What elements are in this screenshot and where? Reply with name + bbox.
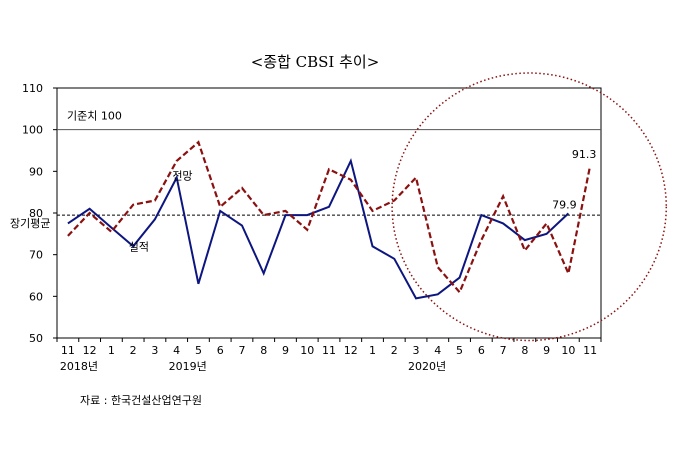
year-label: 2020년	[408, 360, 446, 373]
x-tick-label: 6	[217, 344, 224, 357]
y-tick-label: 90	[29, 165, 43, 178]
series-label-forecast: 전망	[172, 170, 192, 183]
x-tick-label: 10	[561, 344, 575, 357]
year-label: 2018년	[60, 360, 98, 373]
y-tick-label: 110	[22, 82, 43, 95]
x-tick-label: 11	[61, 344, 75, 357]
x-tick-label: 12	[344, 344, 358, 357]
x-tick-label: 7	[238, 344, 245, 357]
highlight-circle	[391, 72, 668, 342]
x-tick-label: 11	[322, 344, 336, 357]
source-note: 자료 : 한국건설산업연구원	[80, 394, 202, 407]
x-tick-label: 1	[108, 344, 115, 357]
x-tick-label: 7	[500, 344, 507, 357]
data-label: 79.9	[552, 198, 577, 211]
year-label: 2019년	[169, 360, 207, 373]
y-tick-label: 70	[29, 249, 43, 262]
x-tick-label: 8	[521, 344, 528, 357]
series-label-actual: 실적	[129, 240, 149, 253]
x-tick-label: 9	[282, 344, 289, 357]
y-tick-label: 100	[22, 124, 43, 137]
baseline-label: 기준치 100	[67, 110, 122, 123]
x-tick-label: 5	[456, 344, 463, 357]
actual-series-line	[67, 157, 570, 300]
x-tick-label: 6	[478, 344, 485, 357]
forecast-series-line	[67, 140, 592, 295]
x-tick-label: 2	[130, 344, 137, 357]
x-tick-label: 3	[151, 344, 158, 357]
x-tick-label: 2	[391, 344, 398, 357]
x-tick-label: 9	[543, 344, 550, 357]
x-tick-label: 10	[300, 344, 314, 357]
x-tick-label: 3	[413, 344, 420, 357]
x-tick-label: 8	[260, 344, 267, 357]
x-tick-label: 12	[83, 344, 97, 357]
plot-frame	[56, 87, 602, 339]
x-tick-label: 11	[583, 344, 597, 357]
x-tick-label: 5	[195, 344, 202, 357]
x-tick-label: 4	[173, 344, 180, 357]
y-tick-label: 50	[29, 332, 43, 345]
y-tick-label: 60	[29, 290, 43, 303]
x-tick-label: 1	[369, 344, 376, 357]
x-tick-label: 4	[434, 344, 441, 357]
data-label: 91.3	[572, 148, 597, 161]
chart-title: <종합 CBSI 추이>	[251, 53, 380, 71]
y-tick-label: 80	[29, 207, 43, 220]
long-term-average-label: 장기평균	[10, 217, 50, 230]
